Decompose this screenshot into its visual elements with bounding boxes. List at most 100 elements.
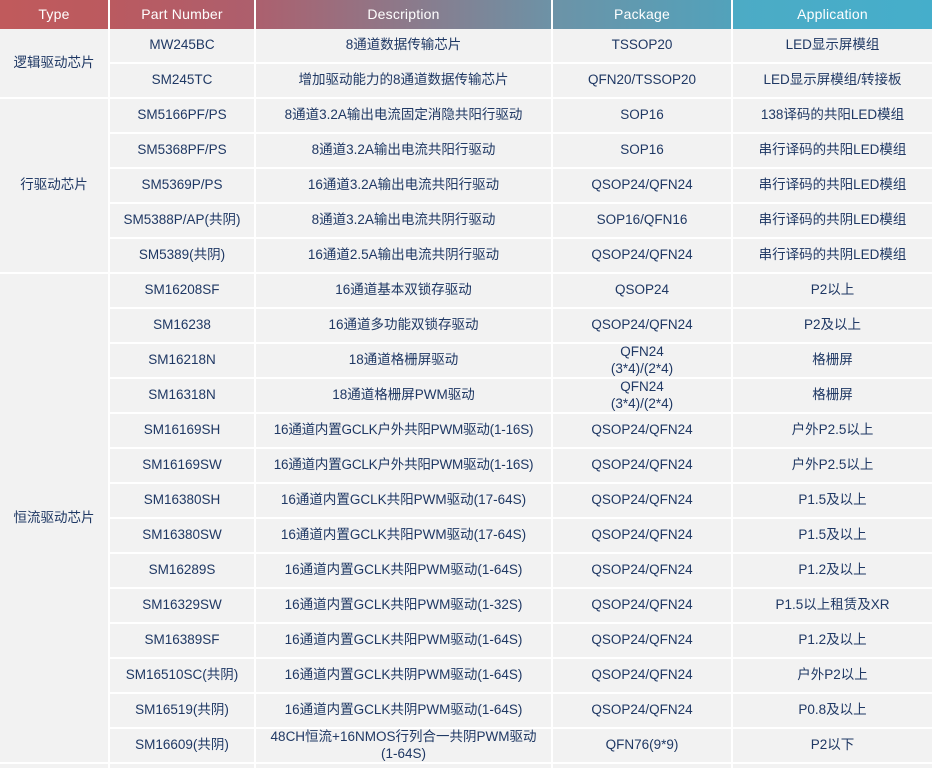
cell-package: QSOP24/QFN24: [553, 169, 733, 204]
table-row: SM5389(共阴) 16通道2.5A输出电流共阴行驱动 QSOP24/QFN2…: [0, 239, 932, 274]
cell-application: 串行译码的共阳LED模组: [733, 169, 932, 204]
table-row: SM5369P/PS 16通道3.2A输出电流共阳行驱动 QSOP24/QFN2…: [0, 169, 932, 204]
cell-package: QSOP24/QFN24: [553, 239, 733, 274]
package-line-1: QFN24: [620, 344, 664, 360]
description-line-2: (1-64S): [380, 745, 426, 761]
cell-application: P1.5以上租赁及XR: [733, 589, 932, 624]
cell-application: P1.5及以上: [733, 484, 932, 519]
cell-application: 串行译码的共阳LED模组: [733, 134, 932, 169]
cell-application: P1.2及以上: [733, 624, 932, 659]
table-row: SM16329SW 16通道内置GCLK共阳PWM驱动(1-32S) QSOP2…: [0, 589, 932, 624]
cell-part-number: SM16380SW: [110, 519, 256, 554]
cell-package: QFN24 (3*4)/(2*4): [553, 344, 733, 379]
cell-package: QSOP24: [553, 274, 733, 309]
cell-package: QSOP24/QFN24: [553, 624, 733, 659]
cell-description: 16通道内置GCLK共阳PWM驱动(1-64S): [256, 554, 553, 589]
cell-description: 增加驱动能力的8通道数据传输芯片: [256, 64, 553, 99]
table-body: 逻辑驱动芯片 MW245BC 8通道数据传输芯片 TSSOP20 LED显示屏模…: [0, 29, 932, 770]
cell-application-partial: [733, 764, 932, 770]
cell-package-partial: [553, 764, 733, 770]
cell-part-number: SM16510SC(共阴): [110, 659, 256, 694]
package-line-2: (3*4)/(2*4): [610, 395, 674, 411]
table-row: SM16519(共阴) 16通道内置GCLK共阴PWM驱动(1-64S) QSO…: [0, 694, 932, 729]
cell-part-number: SM16380SH: [110, 484, 256, 519]
column-header-description[interactable]: Description: [256, 0, 553, 29]
cell-part-number: SM16389SF: [110, 624, 256, 659]
group-label-constant-current-driver: 恒流驱动芯片: [0, 274, 110, 764]
cell-description: 16通道2.5A输出电流共阴行驱动: [256, 239, 553, 274]
description-line-1: 48CH恒流+16NMOS行列合一共阴PWM驱动: [270, 729, 537, 745]
cell-description-partial: [256, 764, 553, 770]
cell-description: 16通道内置GCLK共阴PWM驱动(1-64S): [256, 659, 553, 694]
cell-package: SOP16: [553, 99, 733, 134]
cell-package: QSOP24/QFN24: [553, 694, 733, 729]
cell-package: QSOP24/QFN24: [553, 449, 733, 484]
cell-description: 8通道3.2A输出电流固定消隐共阳行驱动: [256, 99, 553, 134]
table-row: 逻辑驱动芯片 MW245BC 8通道数据传输芯片 TSSOP20 LED显示屏模…: [0, 29, 932, 99]
group-label-row-driver: 行驱动芯片: [0, 99, 110, 274]
cell-package: SOP16: [553, 134, 733, 169]
cell-description: 8通道3.2A输出电流共阳行驱动: [256, 134, 553, 169]
cell-package: QSOP24/QFN24: [553, 554, 733, 589]
table-row: SM16380SH 16通道内置GCLK共阳PWM驱动(17-64S) QSOP…: [0, 484, 932, 519]
table-row: SM16169SH 16通道内置GCLK户外共阳PWM驱动(1-16S) QSO…: [0, 414, 932, 449]
cell-part-number: SM5368PF/PS: [110, 134, 256, 169]
cell-application: LED显示屏模组: [733, 29, 932, 64]
cell-part-number: SM16208SF: [110, 274, 256, 309]
cell-application: 138译码的共阳LED模组: [733, 99, 932, 134]
package-line-1: QFN24: [620, 379, 664, 395]
cell-part-number: SM5166PF/PS: [110, 99, 256, 134]
cell-description: 16通道内置GCLK共阳PWM驱动(1-32S): [256, 589, 553, 624]
table-row: SM16238 16通道多功能双锁存驱动 QSOP24/QFN24 P2及以上: [0, 309, 932, 344]
table-header: Type Part Number Description Package App…: [0, 0, 932, 29]
table-row: SM5388P/AP(共阴) 8通道3.2A输出电流共阴行驱动 SOP16/QF…: [0, 204, 932, 239]
cell-description: 16通道内置GCLK共阴PWM驱动(1-64S): [256, 694, 553, 729]
cell-part-number: SM5389(共阴): [110, 239, 256, 274]
cell-application: P1.2及以上: [733, 554, 932, 589]
table-row: SM16609(共阴) 48CH恒流+16NMOS行列合一共阴PWM驱动 (1-…: [0, 729, 932, 764]
table-row: SM16380SW 16通道内置GCLK共阳PWM驱动(17-64S) QSOP…: [0, 519, 932, 554]
cell-part-number: MW245BC: [110, 29, 256, 64]
cell-part-number: SM16519(共阴): [110, 694, 256, 729]
table-row: SM16218N 18通道格栅屏驱动 QFN24 (3*4)/(2*4) 格栅屏: [0, 344, 932, 379]
table-row: SM16289S 16通道内置GCLK共阳PWM驱动(1-64S) QSOP24…: [0, 554, 932, 589]
cell-description: 48CH恒流+16NMOS行列合一共阴PWM驱动 (1-64S): [256, 729, 553, 764]
cell-application: P1.5及以上: [733, 519, 932, 554]
cell-package: QSOP24/QFN24: [553, 519, 733, 554]
cell-application: 串行译码的共阴LED模组: [733, 204, 932, 239]
cell-application: 串行译码的共阴LED模组: [733, 239, 932, 274]
cell-package: QSOP24/QFN24: [553, 659, 733, 694]
table-row: 行驱动芯片 SM5166PF/PS 8通道3.2A输出电流固定消隐共阳行驱动 S…: [0, 99, 932, 274]
column-header-part-number[interactable]: Part Number: [110, 0, 256, 29]
cell-package: QFN24 (3*4)/(2*4): [553, 379, 733, 414]
cell-description: 8通道3.2A输出电流共阴行驱动: [256, 204, 553, 239]
cell-application: P2以下: [733, 729, 932, 764]
cell-description: 16通道内置GCLK户外共阳PWM驱动(1-16S): [256, 414, 553, 449]
table-row: SM5368PF/PS 8通道3.2A输出电流共阳行驱动 SOP16 串行译码的…: [0, 134, 932, 169]
cell-package: SOP16/QFN16: [553, 204, 733, 239]
cell-type-partial: [0, 764, 110, 770]
cell-application: LED显示屏模组/转接板: [733, 64, 932, 99]
cell-part-number: SM16318N: [110, 379, 256, 414]
cell-package: QFN20/TSSOP20: [553, 64, 733, 99]
table-row: 恒流驱动芯片 SM16208SF 16通道基本双锁存驱动 QSOP24 P2以上: [0, 274, 932, 764]
cell-part-number: SM16169SW: [110, 449, 256, 484]
column-header-application[interactable]: Application: [733, 0, 932, 29]
group-label-logic-driver: 逻辑驱动芯片: [0, 29, 110, 99]
package-line-2: (3*4)/(2*4): [610, 360, 674, 376]
cell-description: 16通道多功能双锁存驱动: [256, 309, 553, 344]
cell-part-number: SM16329SW: [110, 589, 256, 624]
cell-application: 户外P2以上: [733, 659, 932, 694]
cell-package: QSOP24/QFN24: [553, 484, 733, 519]
cell-application: P0.8及以上: [733, 694, 932, 729]
cell-description: 16通道基本双锁存驱动: [256, 274, 553, 309]
column-header-type[interactable]: Type: [0, 0, 110, 29]
table-row-partial: [0, 764, 932, 770]
table-header-row: Type Part Number Description Package App…: [0, 0, 932, 29]
cell-description: 16通道3.2A输出电流共阳行驱动: [256, 169, 553, 204]
cell-description: 16通道内置GCLK共阳PWM驱动(17-64S): [256, 484, 553, 519]
cell-part-number-partial: [110, 764, 256, 770]
column-header-package[interactable]: Package: [553, 0, 733, 29]
cell-description: 8通道数据传输芯片: [256, 29, 553, 64]
